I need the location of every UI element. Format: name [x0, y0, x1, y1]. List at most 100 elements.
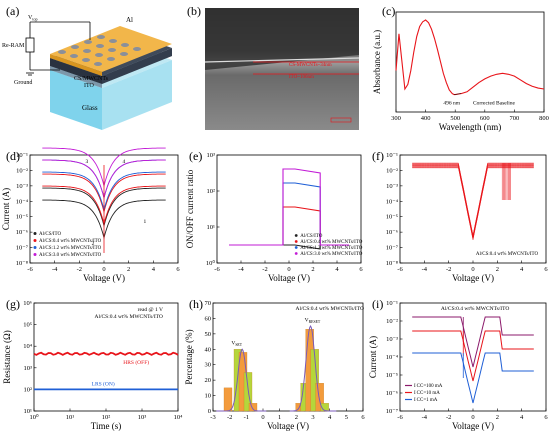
electrode-dot	[108, 48, 116, 52]
compliance-current-chart: -6 -4 -2 0 2 4 6 10⁻¹ 10⁻² 10⁻³ 10⁻⁴ 10⁻⁵ 10⁻⁶ 10⁻⁷ Vo…	[368, 300, 548, 431]
scale-bar	[330, 117, 352, 123]
ratio-series-line	[229, 168, 349, 246]
legend-entry: Al/CS:1.2 wt% MWCNTs/ITO	[300, 246, 363, 251]
y-tick-label: 10⁻⁷	[386, 245, 398, 252]
x-tick-label: 2	[127, 266, 130, 273]
x-tick-label: 6	[361, 414, 365, 421]
y-tick-label: 10⁶	[23, 300, 32, 307]
cycle-iv-line	[412, 167, 534, 240]
sample-annotation: Al/CS:0.4 wt% MWCNTs/ITO	[94, 314, 162, 320]
x-tick-label: 2	[295, 414, 298, 421]
glass-side	[102, 60, 172, 130]
legend-marker	[294, 240, 298, 243]
panel-g: (g) 10⁰ 10¹ 10² 10³ 10⁴ 10⁶ 10⁵ 10⁴ 10³ 10² 10¹ Tim…	[0, 293, 183, 440]
legend-marker	[294, 234, 298, 237]
panel-f: (f) -6 -4 -2 0 2 4 6 10⁻¹ 10⁻² 10⁻³ 10⁻⁴ 10⁻⁵ 10⁻⁶ 10…	[366, 145, 550, 290]
x-tick-label: -6	[27, 266, 33, 273]
cycle-iv-line	[412, 163, 534, 236]
cs-layer-front	[50, 58, 102, 84]
panel-label-h: (h)	[189, 297, 203, 311]
sweep-arrow-label: 2	[92, 241, 95, 247]
y-tick-label: 10³	[24, 365, 33, 372]
y-axis-label: Absorbance (a.u.)	[372, 30, 382, 94]
al-label: Al	[126, 16, 133, 24]
cycle-iv-line	[412, 166, 534, 240]
x-tick-label: 2	[311, 266, 314, 273]
hrs-series-line	[33, 351, 179, 356]
y-tick-label: 10⁻³	[386, 336, 398, 343]
electrode-dot	[107, 57, 115, 61]
plot-frame	[212, 302, 364, 412]
hrs-label: HRS (OFF)	[123, 359, 149, 366]
distribution-bar	[248, 403, 258, 412]
cycle-iv-line	[412, 165, 534, 238]
y-tick-label: 10⁻³	[386, 183, 398, 190]
x-tick-label: 800	[539, 115, 549, 122]
distribution-bar	[315, 383, 324, 412]
y-tick-label: 10⁻²	[386, 318, 398, 325]
sample-annotation: Al/CS:0.4 wt% MWCNTs/ITO	[296, 306, 364, 312]
y-tick-label: 70	[205, 300, 212, 307]
x-tick-label: 10³	[138, 414, 147, 421]
sweep-arrow-label: 1	[143, 219, 146, 225]
x-tick-label: -1	[244, 414, 249, 421]
y-axis-label: Current (A)	[1, 188, 11, 230]
y-tick-label: 50	[205, 331, 212, 338]
panel-label-a: (a)	[6, 4, 20, 18]
y-tick-label: 10¹	[207, 224, 216, 231]
x-axis-label: Voltage (V)	[452, 421, 494, 431]
y-tick-label: 10⁻⁶	[386, 390, 398, 397]
y-tick-label: 20	[205, 377, 212, 384]
x-tick-label: 6	[359, 266, 363, 273]
x-axis-label: Time (s)	[91, 421, 121, 431]
vreset-label: VRESET	[305, 318, 321, 325]
x-tick-label: 10¹	[66, 414, 75, 421]
lrs-label: LRS (ON)	[92, 380, 115, 387]
x-tick-label: -3	[210, 414, 215, 421]
v-top-label: Vtop	[28, 15, 37, 22]
x-tick-label: 6	[544, 266, 548, 273]
legend-entry: I CC=100 mA	[414, 384, 443, 389]
panel-label-d: (d)	[6, 149, 20, 163]
y-tick-label: 10⁻³	[16, 183, 28, 190]
device-schematic: Vtop Re-RAM Ground Al CS/MWCNTs ITO Glas…	[2, 15, 172, 130]
panel-c: (c) 300 400 500 600 700 800 Wavelength (nm) Abs…	[366, 0, 550, 140]
vset-subscript: SET	[235, 343, 242, 347]
y-tick-label: 10	[205, 393, 212, 400]
y-tick-label: 10⁻⁵	[386, 214, 398, 221]
y-tick-label: 10⁻¹	[386, 300, 398, 307]
legend-entry: Al/CS/ITO	[300, 234, 323, 239]
y-tick-label: 10⁻⁸	[386, 260, 399, 267]
x-tick-label: 5	[345, 414, 348, 421]
x-tick-label: 4	[152, 266, 156, 273]
ito-thickness-label: ITO~106nm	[289, 75, 314, 80]
reram-element	[25, 37, 35, 53]
y-tick-label: 10⁻¹	[16, 152, 28, 159]
ratio-series-line	[229, 182, 349, 246]
x-axis-label: Voltage (V)	[268, 273, 310, 283]
panel-d: (d) -6 -4 -2 0 2 4 6 10⁻¹ 10⁻² 10⁻³ 10⁻⁴ 10⁻⁵ 10⁻⁶ 10…	[0, 145, 183, 290]
y-tick-label: 10⁻⁶	[386, 229, 398, 236]
electrode-dot	[82, 58, 90, 62]
y-axis-label: Current (A)	[368, 336, 378, 378]
x-tick-label: -4	[238, 266, 244, 273]
x-tick-label: 6	[176, 266, 180, 273]
x-tick-label: 700	[510, 115, 520, 122]
y-tick-label: 30	[205, 362, 212, 369]
ito-label: ITO	[84, 83, 95, 89]
x-tick-label: 2	[496, 414, 499, 421]
x-tick-label: 10²	[102, 414, 111, 421]
cycle-iv-line	[412, 162, 534, 236]
electrode-dot	[70, 54, 78, 58]
x-tick-label: 10⁰	[29, 413, 39, 421]
ito-front	[50, 66, 102, 88]
x-tick-label: 4	[520, 414, 524, 421]
y-axis-label: Percentage (%)	[184, 329, 194, 384]
baseline-annotation: Corrected Baseline	[473, 101, 516, 107]
distribution-bar	[223, 387, 233, 412]
vreset-subscript: RESET	[309, 320, 321, 324]
sem-cross-section-image: CS-MWCNTs~34nm ITO~106nm	[204, 8, 360, 130]
legend-entry: I CC=1 mA	[414, 398, 438, 403]
vset-label: VSET	[231, 341, 242, 348]
